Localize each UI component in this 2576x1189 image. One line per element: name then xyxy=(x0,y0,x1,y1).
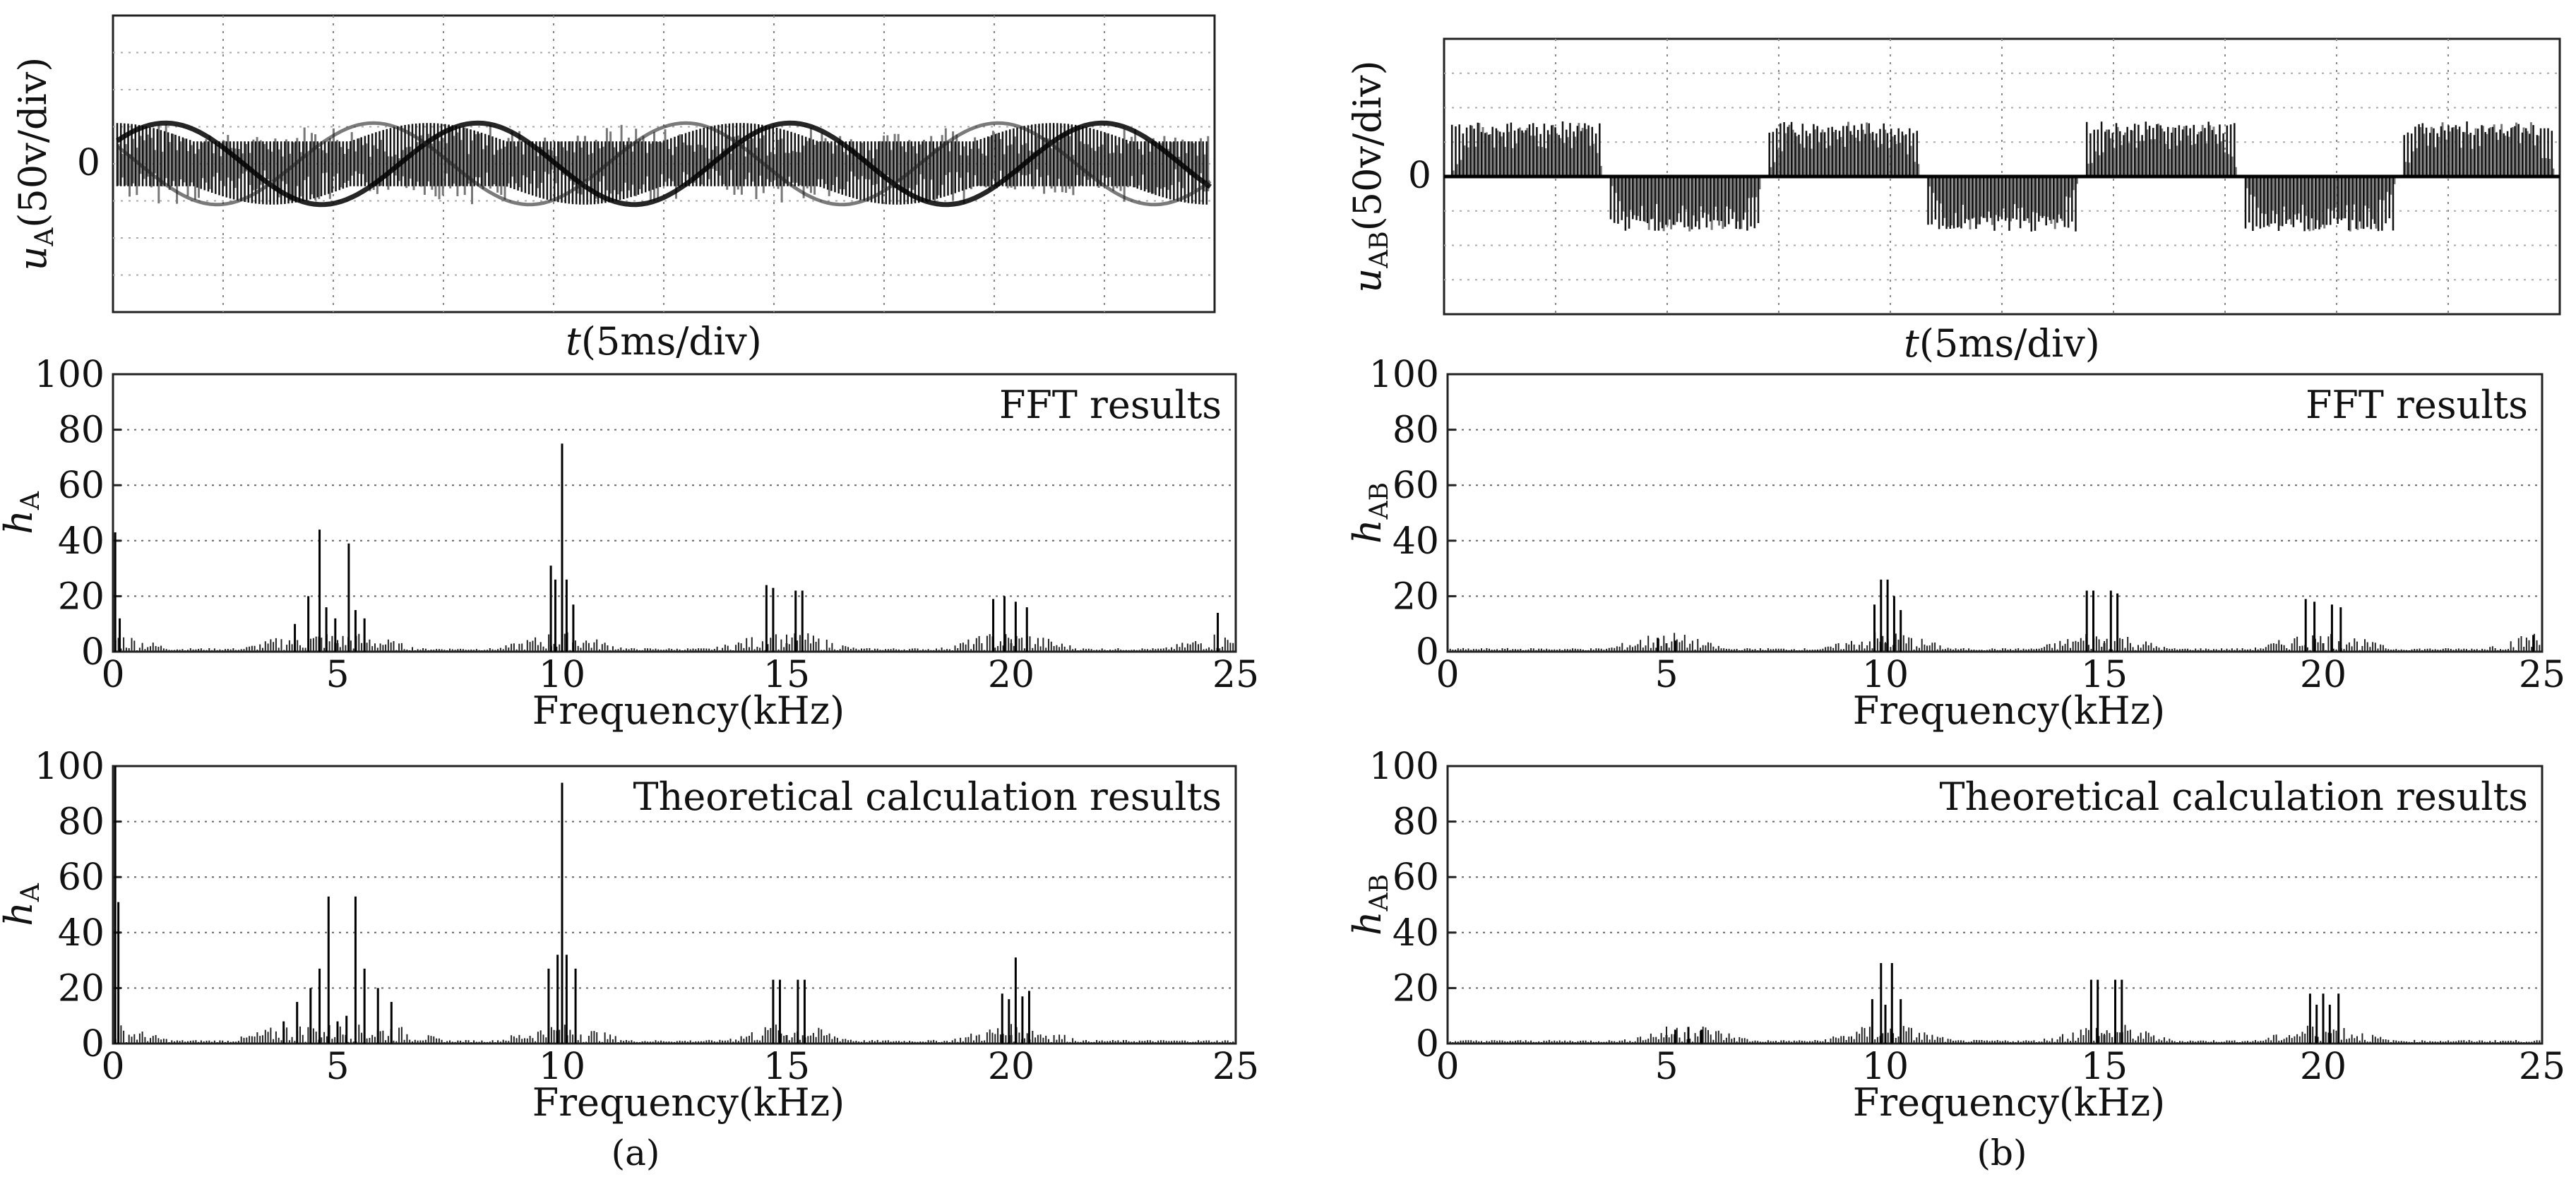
y-tick-label: 60 xyxy=(58,856,105,899)
x-tick-label: 15 xyxy=(763,1046,810,1088)
x-tick-label: 25 xyxy=(2519,654,2565,696)
waveform-trace xyxy=(1450,121,2553,232)
x-tick-label: 15 xyxy=(2081,654,2128,696)
spectrum-noise-floor xyxy=(112,1024,1234,1044)
chart-title: FFT results xyxy=(999,383,1222,427)
y-tick-label: 0 xyxy=(77,142,100,184)
y-tick-label: 80 xyxy=(58,801,105,844)
waveform-trace-secondary xyxy=(117,124,1210,205)
x-tick-label: 0 xyxy=(1436,654,1459,696)
waveform-trace-secondary xyxy=(1452,121,2555,232)
caption-a: (a) xyxy=(612,1133,660,1173)
x-tick-label: 0 xyxy=(101,1046,124,1088)
y-tick-label: 40 xyxy=(1393,520,1439,563)
y-tick-label: 60 xyxy=(1393,465,1439,507)
x-axis-label: t(5ms/div) xyxy=(566,319,762,364)
y-tick-label: 60 xyxy=(1393,856,1439,899)
y-tick-label: 0 xyxy=(81,631,105,674)
x-tick-label: 10 xyxy=(1862,1046,1909,1088)
x-tick-label: 5 xyxy=(326,654,349,696)
y-tick-label: 0 xyxy=(1416,1023,1439,1065)
y-axis-label: hA xyxy=(0,491,45,534)
y-tick-label: 40 xyxy=(58,520,105,563)
spectrum-noise-floor xyxy=(1447,632,2541,652)
y-axis-label: uA(50v/div) xyxy=(11,57,59,271)
x-axis-label: Frequency(kHz) xyxy=(1853,1080,2165,1125)
spectrum-noise-floor xyxy=(112,632,1234,652)
x-tick-label: 20 xyxy=(988,654,1034,696)
y-tick-label: 20 xyxy=(1393,575,1439,618)
x-tick-label: 5 xyxy=(1654,654,1678,696)
spectrum-plot-frame xyxy=(112,765,1237,1045)
y-tick-label: 20 xyxy=(58,575,105,618)
y-axis-label: hAB xyxy=(1345,874,1394,936)
spectrum-noise-floor xyxy=(1447,1024,2541,1044)
x-tick-label: 20 xyxy=(988,1046,1034,1088)
x-axis-label: Frequency(kHz) xyxy=(532,1080,845,1125)
x-tick-label: 20 xyxy=(2300,654,2347,696)
x-axis-label: Frequency(kHz) xyxy=(532,688,845,733)
y-tick-label: 20 xyxy=(58,967,105,1010)
x-tick-label: 0 xyxy=(1436,1046,1459,1088)
x-axis-label: Frequency(kHz) xyxy=(1853,688,2165,733)
x-tick-label: 15 xyxy=(2081,1046,2128,1088)
y-axis-label: uAB(50v/div) xyxy=(1345,60,1394,292)
chart-title: FFT results xyxy=(2306,383,2528,427)
x-axis-label: t(5ms/div) xyxy=(1904,321,2100,366)
x-tick-label: 25 xyxy=(1212,1046,1259,1088)
chart-title: Theoretical calculation results xyxy=(1940,775,2528,819)
y-tick-label: 80 xyxy=(58,410,105,452)
y-tick-label: 20 xyxy=(1393,967,1439,1010)
x-tick-label: 10 xyxy=(1862,654,1909,696)
x-tick-label: 10 xyxy=(539,1046,585,1088)
y-tick-label: 100 xyxy=(1369,354,1439,396)
caption-b: (b) xyxy=(1976,1133,2027,1173)
x-tick-label: 25 xyxy=(1212,654,1259,696)
y-tick-label: 80 xyxy=(1393,801,1439,844)
y-tick-label: 40 xyxy=(58,912,105,955)
y-tick-label: 60 xyxy=(58,465,105,507)
waveform-envelope xyxy=(116,120,1212,208)
y-tick-label: 0 xyxy=(1416,631,1439,674)
waveform-envelope xyxy=(116,121,1212,207)
chart-title: Theoretical calculation results xyxy=(633,775,1222,819)
y-tick-label: 100 xyxy=(35,746,105,788)
x-tick-label: 25 xyxy=(2519,1046,2565,1088)
x-tick-label: 15 xyxy=(763,654,810,696)
y-axis-label: hAB xyxy=(1345,482,1394,544)
y-tick-label: 100 xyxy=(35,354,105,396)
x-tick-label: 20 xyxy=(2300,1046,2347,1088)
x-tick-label: 0 xyxy=(101,654,124,696)
y-tick-label: 0 xyxy=(1408,155,1431,197)
y-tick-label: 40 xyxy=(1393,912,1439,955)
x-tick-label: 10 xyxy=(539,654,585,696)
y-axis-label: hA xyxy=(0,883,45,926)
x-tick-label: 5 xyxy=(1654,1046,1678,1088)
y-tick-label: 100 xyxy=(1369,746,1439,788)
y-tick-label: 80 xyxy=(1393,410,1439,452)
y-tick-label: 0 xyxy=(81,1023,105,1065)
x-tick-label: 5 xyxy=(326,1046,349,1088)
